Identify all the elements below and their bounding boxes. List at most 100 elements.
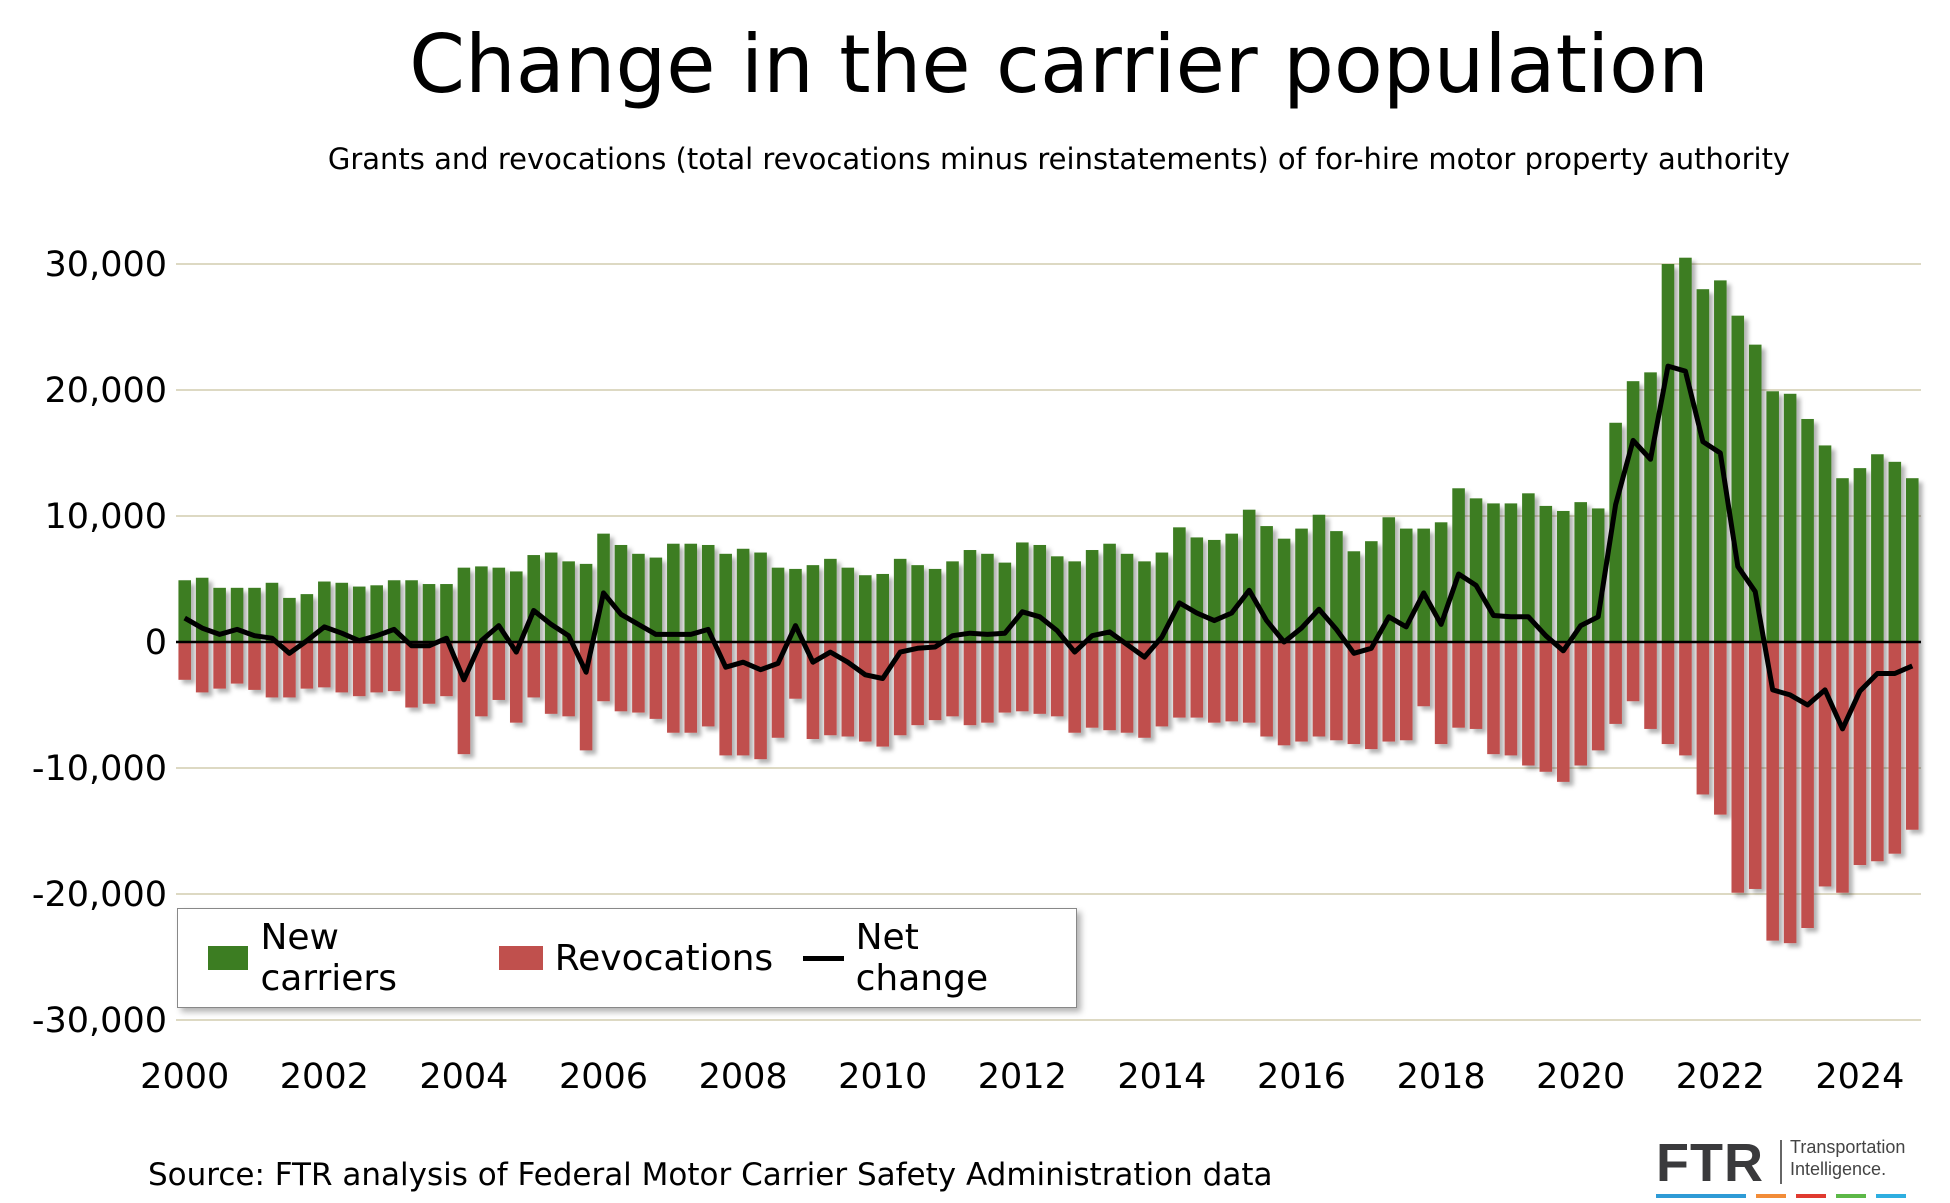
bar-new-carriers bbox=[1138, 561, 1151, 642]
bar-new-carriers bbox=[1539, 505, 1553, 642]
bar-revocations bbox=[789, 642, 802, 699]
bar-new-carriers bbox=[1696, 289, 1710, 642]
bar-new-carriers bbox=[858, 575, 872, 642]
bar-revocations bbox=[1644, 642, 1657, 729]
bar-new-carriers bbox=[1905, 478, 1919, 642]
bar-new-carriers bbox=[248, 587, 261, 642]
bar-new-carriers bbox=[963, 550, 977, 642]
x-tick-label: 2008 bbox=[699, 1057, 788, 1097]
bar-new-carriers bbox=[562, 561, 575, 642]
logo-stripes bbox=[1656, 1194, 1916, 1198]
bar-new-carriers bbox=[1347, 551, 1361, 642]
bar-new-carriers bbox=[719, 553, 732, 642]
bar-revocations bbox=[1173, 642, 1186, 718]
bar-new-carriers bbox=[981, 553, 994, 642]
legend-swatch-revocations bbox=[498, 946, 543, 970]
bar-new-carriers bbox=[265, 582, 279, 642]
bar-new-carriers bbox=[492, 567, 506, 642]
bar-revocations bbox=[492, 642, 506, 700]
bar-revocations bbox=[1661, 642, 1675, 745]
bar-new-carriers bbox=[736, 548, 750, 642]
bar-revocations bbox=[1399, 642, 1413, 741]
bar-revocations bbox=[893, 642, 907, 736]
x-tick-label: 2014 bbox=[1117, 1057, 1206, 1097]
bar-revocations bbox=[1382, 642, 1396, 742]
bar-revocations bbox=[806, 642, 820, 740]
bar-revocations bbox=[946, 642, 959, 717]
bar-new-carriers bbox=[998, 562, 1012, 642]
y-tick-label: 0 bbox=[145, 623, 167, 663]
bar-new-carriers bbox=[1312, 514, 1326, 642]
bar-revocations bbox=[1853, 642, 1867, 866]
bar-revocations bbox=[1836, 642, 1849, 893]
bar-revocations bbox=[562, 642, 575, 717]
bar-revocations bbox=[1905, 642, 1919, 830]
legend: New carriers Revocations Net change bbox=[177, 908, 1077, 1008]
bar-revocations bbox=[1714, 642, 1727, 815]
bar-revocations bbox=[632, 642, 645, 713]
bar-new-carriers bbox=[684, 543, 698, 642]
bar-revocations bbox=[318, 642, 331, 688]
bar-revocations bbox=[1242, 642, 1256, 723]
bar-new-carriers bbox=[1609, 422, 1622, 642]
bar-revocations bbox=[1050, 642, 1064, 717]
bar-revocations bbox=[1731, 642, 1745, 893]
bar-revocations bbox=[719, 642, 732, 756]
bar-new-carriers bbox=[1382, 517, 1396, 642]
bar-new-carriers bbox=[789, 568, 802, 642]
bar-new-carriers bbox=[1103, 543, 1116, 642]
bar-revocations bbox=[475, 642, 488, 717]
bar-revocations bbox=[667, 642, 680, 733]
bar-revocations bbox=[1801, 642, 1814, 929]
bar-revocations bbox=[1277, 642, 1291, 746]
logo-text: FTR bbox=[1656, 1133, 1764, 1193]
bar-revocations bbox=[300, 642, 314, 689]
x-tick-label: 2006 bbox=[559, 1057, 648, 1097]
bar-revocations bbox=[335, 642, 349, 693]
bar-new-carriers bbox=[1626, 381, 1640, 642]
bar-new-carriers bbox=[195, 577, 209, 642]
bar-revocations bbox=[1888, 642, 1902, 854]
bar-new-carriers bbox=[283, 597, 296, 642]
x-tick-label: 2002 bbox=[280, 1057, 369, 1097]
bar-new-carriers bbox=[1120, 553, 1134, 642]
bar-new-carriers bbox=[1365, 541, 1378, 642]
bar-new-carriers bbox=[928, 568, 942, 642]
bar-revocations bbox=[1522, 642, 1535, 766]
bar-revocations bbox=[1207, 642, 1221, 723]
bar-revocations bbox=[1295, 642, 1308, 742]
legend-label: Net change bbox=[855, 917, 989, 999]
bar-revocations bbox=[213, 642, 226, 689]
bar-revocations bbox=[544, 642, 558, 714]
legend-item-revocations: Revocations bbox=[498, 938, 773, 979]
bar-new-carriers bbox=[1417, 528, 1430, 642]
bar-new-carriers bbox=[1173, 527, 1186, 642]
net-change-line bbox=[183, 363, 1914, 732]
bar-new-carriers bbox=[405, 580, 418, 642]
bar-revocations bbox=[1260, 642, 1273, 737]
bar-new-carriers bbox=[1277, 538, 1291, 642]
x-tick-label: 2010 bbox=[838, 1057, 927, 1097]
bar-revocations bbox=[440, 642, 453, 697]
legend-item-net-change: Net change bbox=[803, 917, 1046, 999]
bar-new-carriers bbox=[1242, 509, 1256, 642]
bar-revocations bbox=[265, 642, 279, 698]
bar-revocations bbox=[1138, 642, 1151, 738]
bar-new-carriers bbox=[475, 566, 488, 642]
bar-revocations bbox=[178, 642, 192, 680]
bar-revocations bbox=[736, 642, 750, 756]
bar-new-carriers bbox=[1050, 556, 1064, 642]
bar-revocations bbox=[1225, 642, 1239, 722]
bar-revocations bbox=[1696, 642, 1710, 795]
bar-new-carriers bbox=[1225, 533, 1239, 642]
x-tick-label: 2012 bbox=[978, 1057, 1067, 1097]
logo-stripe bbox=[1656, 1194, 1746, 1198]
x-tick-label: 2004 bbox=[419, 1057, 508, 1097]
bar-revocations bbox=[1190, 642, 1204, 718]
bar-new-carriers bbox=[1068, 561, 1081, 642]
bar-revocations bbox=[614, 642, 628, 712]
bar-revocations bbox=[387, 642, 401, 692]
bar-revocations bbox=[1487, 642, 1500, 755]
bar-new-carriers bbox=[614, 544, 628, 642]
